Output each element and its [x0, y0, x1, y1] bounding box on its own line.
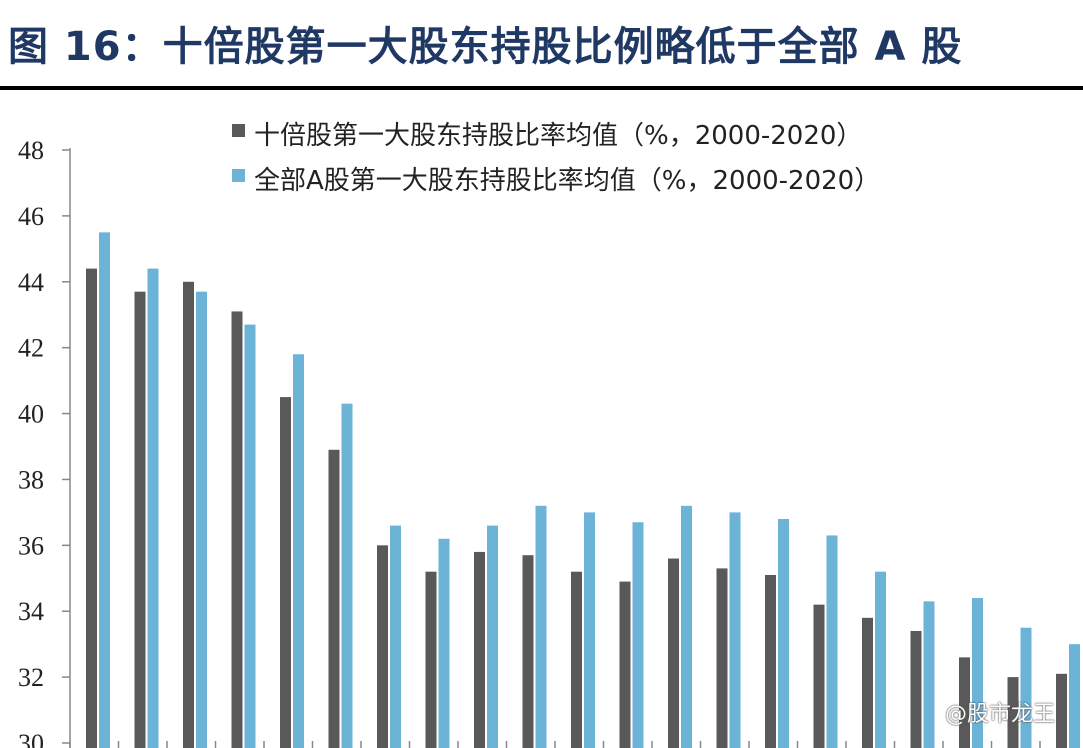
bar-series-2-20 — [1020, 627, 1032, 748]
bar-series-2-11 — [584, 512, 595, 748]
bar-series-1-6 — [328, 449, 340, 748]
bar-series-2-10 — [535, 505, 547, 748]
bar-series-1-18 — [910, 630, 922, 748]
legend-swatch-series-2 — [232, 169, 245, 182]
bar-series-1-19 — [959, 657, 970, 748]
chart-title: 图 16：十倍股第一大股东持股比例略低于全部 A 股 — [8, 24, 963, 70]
legend-label-series-1: 十倍股第一大股东持股比率均值（%，2000-2020） — [254, 121, 862, 151]
bar-series-2-15 — [778, 518, 789, 748]
bar-series-1-2 — [134, 291, 146, 748]
bar-series-2-6 — [341, 403, 353, 748]
bar-series-1-9 — [474, 551, 485, 748]
bar-series-2-4 — [244, 324, 256, 748]
bar-series-1-12 — [619, 581, 631, 748]
bar-series-1-14 — [716, 568, 728, 748]
bar-series-1-17 — [862, 617, 873, 748]
bar-series-2-12 — [632, 522, 644, 748]
bar-series-2-17 — [875, 571, 886, 748]
bar-series-2-19 — [972, 598, 983, 748]
bar-series-1-8 — [425, 571, 437, 748]
axes-group: 30 32 34 36 38 40 42 44 46 48 — [18, 136, 1041, 748]
bar-series-1-13 — [668, 558, 679, 748]
bar-series-1-4 — [231, 311, 243, 748]
y-tick-label: 36 — [18, 531, 44, 560]
bar-series-2-2 — [147, 268, 159, 748]
y-tick-label: 40 — [18, 400, 44, 429]
legend-label-series-2: 全部A股第一大股东持股比率均值（%，2000-2020） — [254, 166, 880, 196]
bar-series-2-8 — [438, 538, 450, 748]
y-tick-label: 48 — [18, 136, 44, 165]
bar-series-2-13 — [681, 505, 692, 748]
bar-series-1-11 — [571, 571, 582, 748]
bar-series-1-21 — [1056, 673, 1067, 748]
y-tick-label: 30 — [18, 729, 44, 748]
bar-series-1-16 — [813, 604, 825, 748]
bar-series-1-15 — [765, 574, 776, 748]
bar-series-2-18 — [923, 601, 935, 748]
y-tick-label: 34 — [18, 597, 44, 626]
bar-series-2-5 — [293, 354, 304, 748]
bar-series-2-1 — [99, 232, 110, 748]
bar-series-1-1 — [86, 268, 97, 748]
bars-group — [86, 232, 1080, 748]
bar-series-2-3 — [196, 291, 207, 748]
bar-series-2-16 — [826, 535, 838, 748]
bar-series-2-21 — [1069, 644, 1080, 748]
y-tick-label: 42 — [18, 334, 44, 363]
bar-series-2-9 — [487, 525, 498, 748]
title-divider — [0, 86, 1083, 90]
y-tick-label: 32 — [18, 663, 44, 692]
bar-series-1-10 — [522, 555, 534, 748]
bar-series-1-7 — [377, 545, 388, 748]
legend-swatch-series-1 — [232, 124, 245, 137]
legend: 十倍股第一大股东持股比率均值（%，2000-2020） 全部A股第一大股东持股比… — [232, 121, 880, 196]
bar-series-1-5 — [280, 397, 291, 748]
bar-series-2-7 — [390, 525, 401, 748]
y-tick-label: 44 — [18, 268, 44, 297]
bar-series-1-3 — [183, 281, 194, 748]
bar-series-1-20 — [1007, 677, 1019, 748]
y-tick-label: 46 — [18, 202, 44, 231]
bar-series-2-14 — [729, 512, 741, 748]
watermark: @股市龙王 — [944, 702, 1055, 727]
y-tick-label: 38 — [18, 465, 44, 494]
